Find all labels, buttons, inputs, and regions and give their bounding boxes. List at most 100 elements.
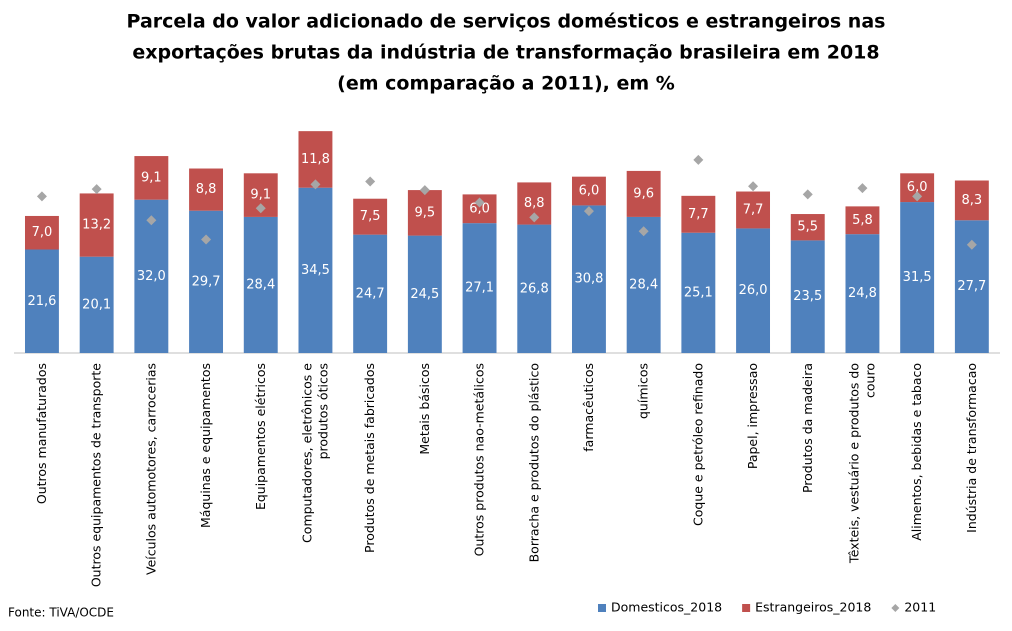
value-label: 26,0 [739,283,768,298]
x-tick-label: Computadores, eletrônicos eprodutos ótic… [299,363,330,543]
x-tick-label: Têxteis, vestuário e produtos docouro [846,363,877,564]
bar-segment [298,131,333,188]
marker-2011 [474,197,485,208]
bar-segment [954,180,989,221]
bar-segment [24,215,59,250]
value-label: 6,0 [579,184,600,199]
bar-segment [681,232,716,353]
bar-segment [790,214,825,241]
value-label: 25,1 [684,285,713,300]
bar-segment [189,210,224,353]
marker-2011 [201,234,212,245]
marker-2011 [638,226,649,237]
x-tick-label: Alimentos, bebidas e tabaco [909,363,924,541]
bar-segment [243,216,278,353]
value-label: 7,5 [360,209,381,224]
marker-2011 [419,185,430,196]
legend-label: Estrangeiros_2018 [755,600,871,615]
marker-2011 [91,184,102,195]
x-tick-label: Indústria de transformacao [963,363,978,533]
value-label: 6,0 [907,180,928,195]
marker-2011 [966,239,977,250]
bar-segment [900,202,935,353]
legend-marker [891,604,900,612]
x-tick-label: Papel, impressao [745,363,760,469]
marker-2011 [255,203,266,214]
bar-segment [845,234,880,353]
value-label: 9,1 [250,188,271,203]
chart-title: (em comparação a 2011), em % [337,73,675,95]
bar-segment [626,170,661,217]
source: Fonte: TiVA/OCDE [8,606,114,620]
value-label: 21,6 [27,294,56,309]
bar-segment [845,206,880,235]
value-label: 34,5 [301,263,330,278]
bar-segment [571,205,606,353]
bar-segment [134,156,169,200]
value-label: 29,7 [192,274,221,289]
value-label: 20,1 [82,297,111,312]
marker-2011 [365,176,376,187]
bar-segment [626,216,661,353]
value-label: 8,8 [196,182,217,197]
x-tick-label: Equipamentos elétricos [252,363,267,510]
value-label: 24,8 [848,286,877,301]
x-tick-label: Veículos automotores, carrocerias [143,363,158,575]
value-label: 27,7 [957,279,986,294]
value-label: 5,5 [797,220,818,235]
value-label: 30,8 [574,272,603,287]
x-tick-label: Outros equipamentos de transporte [88,363,103,587]
x-tick-label: farmacêuticos [580,363,595,452]
value-label: 8,8 [524,196,545,211]
value-label: 31,5 [903,270,932,285]
bar-segment [790,240,825,353]
value-label: 13,2 [82,218,111,233]
bar-segment [571,176,606,206]
chart-title: exportações brutas da indústria de trans… [132,42,879,64]
bar-segment [407,235,442,353]
x-tick-label: Produtos da madeira [799,363,814,493]
value-label: 24,5 [410,287,439,302]
value-label: 7,0 [32,225,53,240]
bar-segment [736,191,771,229]
x-tick-label: Outros produtos nao-metálicos [471,363,486,556]
value-label: 27,1 [465,281,494,296]
bar-segment [353,198,388,235]
value-label: 6,0 [469,201,490,216]
value-label: 28,4 [629,277,658,292]
value-label: 8,3 [962,193,983,208]
bar-segment [298,187,333,353]
value-label: 24,7 [356,286,385,301]
x-tick-label: Máquinas e equipamentos [198,363,213,528]
legend-swatch [742,604,751,612]
bar-segment [462,223,497,353]
value-label: 9,5 [415,205,436,220]
value-label: 32,0 [137,269,166,284]
marker-2011 [857,183,868,194]
bar-segment [79,193,114,257]
value-label: 7,7 [688,207,709,222]
marker-2011 [802,189,813,200]
x-tick-label: Borracha e produtos do plástico [526,363,541,562]
bar-segment [681,195,716,233]
legend-label: Domesticos_2018 [611,600,722,615]
bar-segment [407,190,442,236]
marker-2011 [529,212,540,223]
chart-title: Parcela do valor adicionado de serviços … [127,11,886,33]
x-tick-label: Produtos de metais fabricados [362,363,377,553]
bar-segment [24,249,59,353]
x-tick-label: Outros manufaturados [33,363,48,504]
value-label: 5,8 [852,213,873,228]
value-label: 9,1 [141,170,162,185]
bar-segment [736,228,771,353]
value-label: 7,7 [743,202,764,217]
value-label: 26,8 [520,281,549,296]
marker-2011 [310,179,321,190]
value-label: 11,8 [301,152,330,167]
x-tick-label: Coque e petróleo refinado [690,363,705,526]
value-label: 23,5 [793,289,822,304]
marker-2011 [748,181,759,192]
value-label: 28,4 [246,277,275,292]
marker-2011 [583,206,594,217]
bar-segment [353,234,388,353]
